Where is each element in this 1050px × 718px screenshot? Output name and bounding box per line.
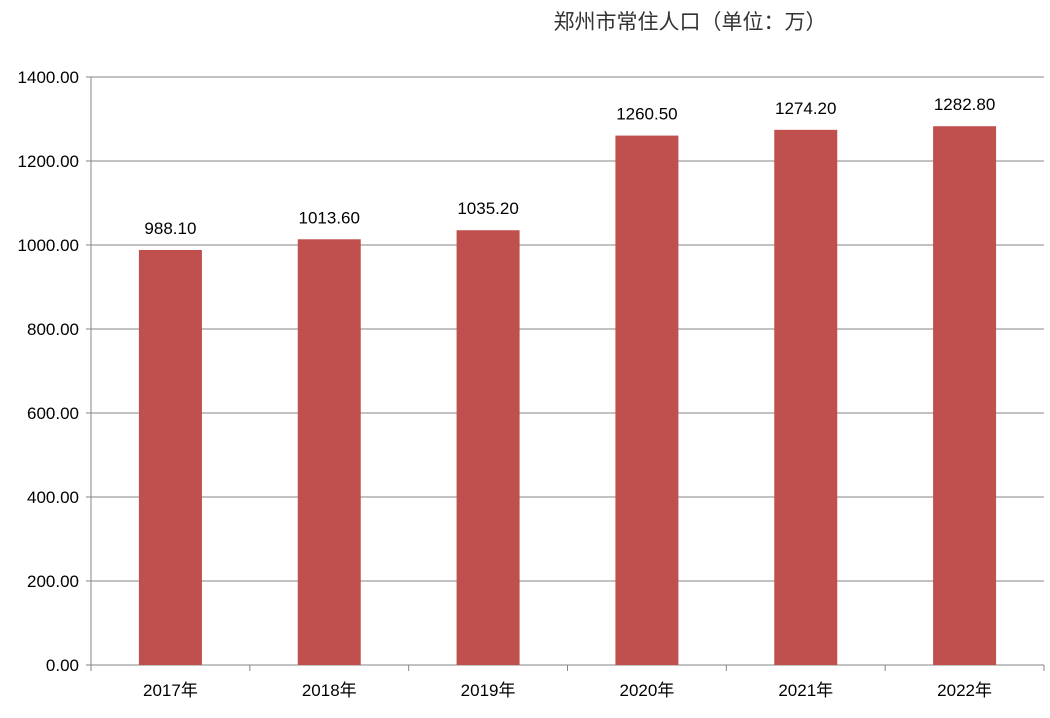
data-label: 1260.50 (616, 105, 677, 124)
bar (615, 135, 679, 666)
chart-title: 郑州市常住人口（单位：万） (553, 10, 827, 34)
x-tick-label: 2021年 (778, 681, 833, 700)
data-label: 1013.60 (299, 208, 360, 227)
bar (138, 249, 202, 666)
data-label: 988.10 (144, 219, 196, 238)
bar (456, 230, 520, 665)
data-label: 1282.80 (934, 95, 995, 114)
x-tick-label: 2019年 (461, 681, 516, 700)
y-tick-label: 400.00 (27, 488, 79, 507)
y-tick-label: 600.00 (27, 404, 79, 423)
bar (774, 129, 838, 665)
y-tick-label: 1200.00 (18, 152, 79, 171)
bar (933, 126, 997, 665)
x-tick-label: 2020年 (620, 681, 675, 700)
y-tick-label: 1000.00 (18, 236, 79, 255)
y-tick-label: 200.00 (27, 572, 79, 591)
data-label: 1035.20 (457, 199, 518, 218)
y-tick-label: 1400.00 (18, 68, 79, 87)
data-label: 1274.20 (775, 99, 836, 118)
x-tick-label: 2017年 (143, 681, 198, 700)
x-tick-label: 2018年 (302, 681, 357, 700)
bar (297, 239, 361, 665)
x-tick-label: 2022年 (937, 681, 992, 700)
y-tick-label: 800.00 (27, 320, 79, 339)
y-tick-label: 0.00 (46, 656, 79, 675)
